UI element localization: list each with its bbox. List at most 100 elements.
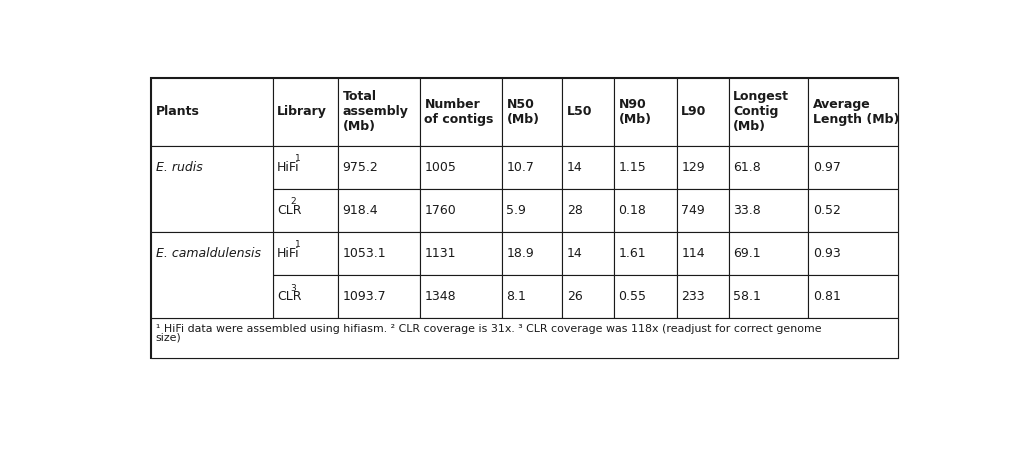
Bar — [152, 78, 898, 358]
Text: E. rudis: E. rudis — [156, 161, 203, 174]
Bar — [420, 78, 502, 146]
Bar — [502, 232, 562, 275]
Bar — [272, 189, 338, 232]
Bar — [338, 146, 420, 189]
Bar — [152, 318, 898, 358]
Bar — [502, 78, 562, 146]
Text: 28: 28 — [566, 204, 583, 217]
Bar — [677, 78, 728, 146]
Bar — [808, 78, 898, 146]
Bar — [614, 275, 677, 318]
Bar — [728, 146, 808, 189]
Text: size): size) — [156, 332, 181, 342]
Bar — [677, 146, 728, 189]
Text: 0.52: 0.52 — [813, 204, 841, 217]
Bar — [808, 146, 898, 189]
Text: 1053.1: 1053.1 — [342, 247, 386, 260]
Bar — [562, 78, 614, 146]
Bar — [272, 146, 338, 189]
Text: 233: 233 — [681, 290, 705, 303]
Text: 1.61: 1.61 — [618, 247, 646, 260]
Bar — [562, 146, 614, 189]
Bar — [338, 232, 420, 275]
Text: Library: Library — [278, 105, 327, 118]
Bar — [677, 189, 728, 232]
Bar — [808, 275, 898, 318]
Text: N50
(Mb): N50 (Mb) — [507, 98, 540, 126]
Text: E. camaldulensis: E. camaldulensis — [156, 247, 261, 260]
Text: N90
(Mb): N90 (Mb) — [618, 98, 651, 126]
Bar — [338, 78, 420, 146]
Text: CLR: CLR — [278, 204, 302, 217]
Text: Longest
Contig
(Mb): Longest Contig (Mb) — [733, 90, 790, 133]
Text: 1093.7: 1093.7 — [342, 290, 386, 303]
Bar — [728, 78, 808, 146]
Text: 114: 114 — [681, 247, 705, 260]
Text: 1: 1 — [295, 240, 300, 250]
Bar — [338, 275, 420, 318]
Bar — [677, 232, 728, 275]
Bar — [272, 232, 338, 275]
Text: 1760: 1760 — [425, 204, 457, 217]
Text: 749: 749 — [681, 204, 706, 217]
Bar — [502, 146, 562, 189]
Bar — [420, 232, 502, 275]
Bar — [152, 146, 272, 232]
Text: 18.9: 18.9 — [507, 247, 535, 260]
Text: 58.1: 58.1 — [733, 290, 761, 303]
Text: 0.93: 0.93 — [813, 247, 841, 260]
Text: 1: 1 — [295, 154, 300, 163]
Text: 975.2: 975.2 — [342, 161, 378, 174]
Bar — [562, 232, 614, 275]
Bar — [614, 232, 677, 275]
Text: 14: 14 — [566, 247, 583, 260]
Text: 33.8: 33.8 — [733, 204, 761, 217]
Bar — [502, 275, 562, 318]
Bar — [338, 189, 420, 232]
Text: 26: 26 — [566, 290, 583, 303]
Text: 0.55: 0.55 — [618, 290, 646, 303]
Bar — [677, 275, 728, 318]
Bar — [562, 275, 614, 318]
Text: 129: 129 — [681, 161, 705, 174]
Bar — [502, 189, 562, 232]
Text: Number
of contigs: Number of contigs — [425, 98, 494, 126]
Text: 3: 3 — [291, 283, 296, 292]
Bar — [728, 275, 808, 318]
Bar — [420, 146, 502, 189]
Text: HiFi: HiFi — [278, 247, 300, 260]
Text: 8.1: 8.1 — [507, 290, 526, 303]
Bar — [728, 189, 808, 232]
Bar — [420, 275, 502, 318]
Text: CLR: CLR — [278, 290, 302, 303]
Text: 61.8: 61.8 — [733, 161, 761, 174]
Text: 5.9: 5.9 — [507, 204, 526, 217]
Text: 0.18: 0.18 — [618, 204, 646, 217]
Bar — [562, 189, 614, 232]
Bar — [614, 146, 677, 189]
Text: 1131: 1131 — [425, 247, 456, 260]
Bar — [808, 189, 898, 232]
Bar — [272, 78, 338, 146]
Text: L50: L50 — [566, 105, 592, 118]
Text: 0.81: 0.81 — [813, 290, 841, 303]
Bar — [420, 189, 502, 232]
Text: 918.4: 918.4 — [342, 204, 378, 217]
Bar — [808, 232, 898, 275]
Bar — [272, 275, 338, 318]
Text: 1348: 1348 — [425, 290, 456, 303]
Text: Average
Length (Mb): Average Length (Mb) — [813, 98, 899, 126]
Text: 2: 2 — [291, 197, 296, 206]
Text: 69.1: 69.1 — [733, 247, 761, 260]
Text: ¹ HiFi data were assembled using hifiasm. ² CLR coverage is 31x. ³ CLR coverage : ¹ HiFi data were assembled using hifiasm… — [156, 323, 821, 334]
Bar — [728, 232, 808, 275]
Text: 1005: 1005 — [425, 161, 457, 174]
Text: L90: L90 — [681, 105, 707, 118]
Bar — [152, 232, 272, 318]
Text: Total
assembly
(Mb): Total assembly (Mb) — [342, 90, 409, 133]
Bar — [152, 78, 272, 146]
Text: 10.7: 10.7 — [507, 161, 535, 174]
Text: HiFi: HiFi — [278, 161, 300, 174]
Bar — [614, 78, 677, 146]
Text: 0.97: 0.97 — [813, 161, 841, 174]
